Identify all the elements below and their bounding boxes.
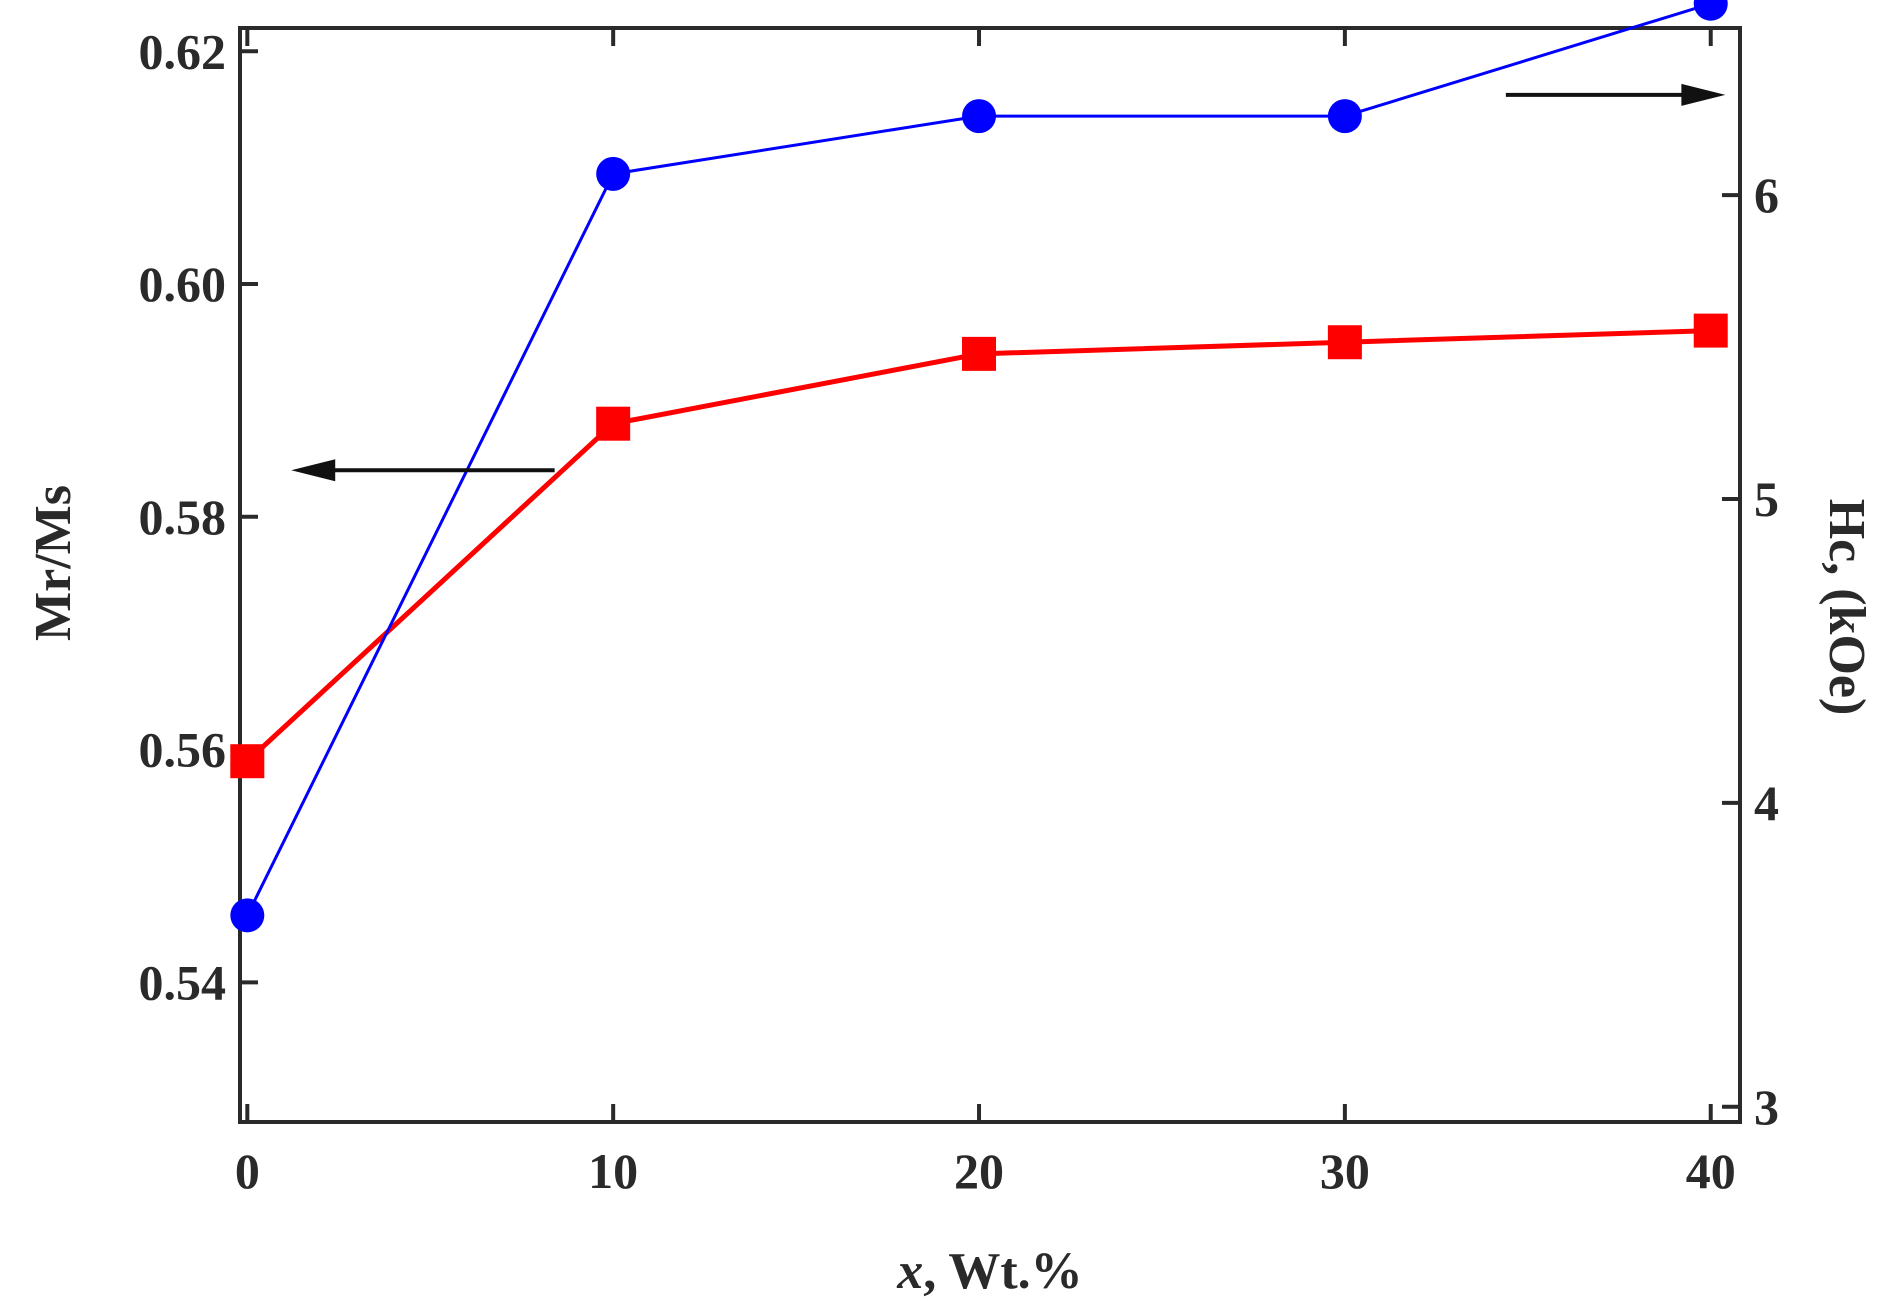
hc-series-line: [245, 2, 1712, 917]
right-axis-arrow-head: [1681, 83, 1726, 106]
x-axis-title-rest: , Wt.%: [923, 1243, 1082, 1300]
left-y-tick-label: 0.56: [139, 722, 227, 778]
mr-ms-point: [1327, 325, 1362, 360]
hc-point: [596, 156, 631, 191]
x-axis-title: x, Wt.%: [896, 1243, 1082, 1300]
hc-point: [962, 99, 997, 134]
hc-point: [1327, 99, 1362, 134]
x-tick-label: 20: [954, 1143, 1004, 1199]
x-tick-label: 40: [1686, 1143, 1736, 1199]
mr-ms-point: [230, 744, 265, 779]
left-axis-arrow-head: [291, 459, 336, 482]
right-y-axis-title: Hc, (kOe): [1818, 499, 1875, 716]
left-y-axis-ticks: 0.54 0.56 0.58 0.60 0.62: [139, 23, 258, 1010]
x-axis-ticks: 0 10 20 30 40: [235, 28, 1736, 1199]
mr-ms-point: [1693, 313, 1728, 348]
series-layer: [230, 0, 1728, 933]
hc-point: [230, 898, 265, 933]
left-y-axis-title: Mr/Ms: [25, 485, 82, 641]
x-tick-label: 0: [235, 1143, 260, 1199]
plot-frame: [238, 26, 1742, 1124]
annotation-layer: [291, 83, 1726, 482]
right-y-axis-ticks: 3 4 5 6: [1722, 167, 1779, 1135]
right-y-tick-label: 4: [1754, 775, 1779, 831]
right-y-tick-label: 5: [1754, 471, 1779, 527]
left-y-tick-label: 0.60: [139, 256, 227, 312]
left-y-tick-label: 0.62: [139, 23, 227, 79]
mr-ms-point: [962, 336, 997, 371]
mr-ms-series-line: [245, 328, 1711, 764]
mr-ms-point: [596, 406, 631, 441]
hc-point: [1693, 0, 1728, 21]
x-tick-label: 10: [588, 1143, 638, 1199]
right-y-tick-label: 3: [1754, 1079, 1779, 1135]
right-y-tick-label: 6: [1754, 167, 1779, 223]
left-y-tick-label: 0.58: [139, 489, 227, 545]
x-tick-label: 30: [1320, 1143, 1370, 1199]
plot-border: [238, 26, 1742, 1124]
left-y-tick-label: 0.54: [139, 954, 227, 1010]
x-axis-title-variable: x: [896, 1243, 923, 1300]
